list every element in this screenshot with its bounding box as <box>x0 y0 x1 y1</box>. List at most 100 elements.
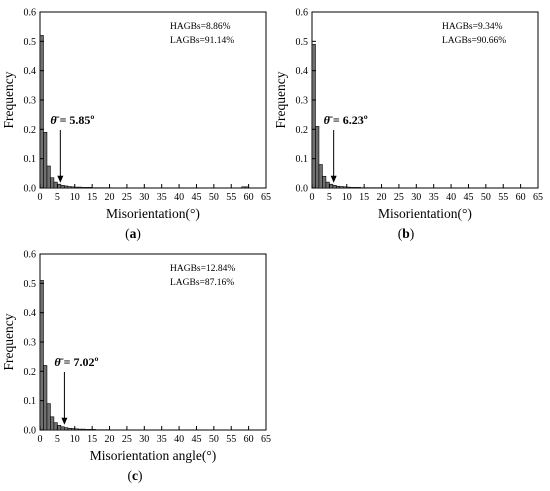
histogram-bar <box>43 131 48 189</box>
panel-label-open: ( <box>128 468 133 483</box>
histogram-bar <box>39 35 44 189</box>
y-tick-label: 0.1 <box>24 396 37 407</box>
y-tick-label: 0.2 <box>296 125 309 136</box>
mean-value: = 7.02º <box>61 355 99 369</box>
x-tick-label: 35 <box>157 192 167 203</box>
histogram-bar <box>60 426 65 431</box>
x-tick-label: 15 <box>359 192 369 203</box>
histogram-bar <box>322 175 327 189</box>
histogram-bar <box>346 186 351 189</box>
x-tick-label: 30 <box>139 192 149 203</box>
histogram-bar <box>318 164 323 189</box>
mean-symbol: θ̄ <box>54 355 63 369</box>
y-tick-label: 0.0 <box>24 184 37 195</box>
histogram-bar <box>88 187 93 189</box>
y-tick-label: 0.5 <box>24 37 37 48</box>
y-tick-label: 0.5 <box>296 37 309 48</box>
x-tick-label: 30 <box>411 192 421 203</box>
legend-hagbs: HAGBs=12.84% <box>170 264 235 274</box>
histogram-bar <box>39 280 44 431</box>
x-tick-label: 15 <box>87 434 97 445</box>
histogram-bar <box>84 429 89 431</box>
histogram-bar <box>67 186 72 189</box>
y-tick-label: 0.4 <box>296 66 309 77</box>
y-tick-label: 0.4 <box>24 66 37 77</box>
x-tick-label: 20 <box>105 192 115 203</box>
chart-panel-a: 0.0 0.1 0.2 0.3 0.4 0.5 0.6 0 5 10 15 20 25 30 35 40 45 5… <box>1 8 271 242</box>
histogram-bar <box>356 187 361 189</box>
histogram-bar <box>339 186 344 189</box>
histogram-bar <box>325 181 330 189</box>
histogram-bar <box>336 185 341 189</box>
x-tick-label: 5 <box>55 192 60 203</box>
histogram-bar <box>70 186 76 189</box>
x-tick-label: 15 <box>87 192 97 203</box>
y-tick-label: 0.6 <box>296 8 309 19</box>
panel-label-close: ) <box>138 468 143 483</box>
x-tick-label: 65 <box>261 192 271 203</box>
x-tick-label: 10 <box>70 434 80 445</box>
x-tick-label: 25 <box>122 434 132 445</box>
x-axis-title: Misorientation angle(°) <box>90 448 217 463</box>
histogram-bar <box>81 428 86 431</box>
histogram-bar <box>74 186 79 189</box>
x-tick-label: 45 <box>191 192 201 203</box>
x-tick-label: 0 <box>38 192 43 203</box>
histogram-bar <box>77 186 83 189</box>
x-tick-label: 65 <box>261 434 271 445</box>
y-tick-label: 0.3 <box>24 96 37 107</box>
histogram-bar <box>241 186 246 189</box>
x-tick-label: 40 <box>446 192 456 203</box>
y-tick-label: 0.6 <box>24 250 37 261</box>
histogram-bar <box>329 183 334 189</box>
histogram-bar <box>50 177 55 189</box>
x-tick-label: 5 <box>55 434 60 445</box>
histogram-bar <box>91 429 96 431</box>
mean-annotation: θ̄ = 7.02º <box>54 355 98 369</box>
y-tick-label: 0.1 <box>296 154 309 165</box>
panel-label-close: ) <box>136 226 141 241</box>
y-tick-label: 0.5 <box>24 279 37 290</box>
legend-hagbs: HAGBs=9.34% <box>442 22 503 32</box>
x-tick-label: 60 <box>244 192 254 203</box>
histogram-bar <box>46 403 51 431</box>
panel-label-letter: a <box>130 226 137 241</box>
legend-hagbs: HAGBs=8.86% <box>170 22 231 32</box>
chart-panel-c: 0.0 0.1 0.2 0.3 0.4 0.5 0.6 0 5 10 15 20 25 30 35 40 45 5… <box>1 250 271 484</box>
histogram-bar <box>315 126 320 189</box>
mean-symbol: θ̄ <box>324 113 333 127</box>
histogram-bar <box>349 187 355 189</box>
histogram-bar <box>50 416 55 431</box>
histogram-bar <box>64 427 69 431</box>
mean-arrow-head <box>57 175 64 183</box>
histogram-bar <box>57 425 62 431</box>
panel-label-letter: b <box>402 226 410 241</box>
panel-label-close: ) <box>410 226 415 241</box>
histogram-bar <box>53 181 58 189</box>
histogram-bar <box>43 365 48 431</box>
panel-label: (c) <box>128 468 143 483</box>
histogram-bar <box>64 185 69 189</box>
histogram-bar <box>57 183 62 189</box>
y-tick-label: 0.2 <box>24 367 37 378</box>
panel-label-open: ( <box>398 226 403 241</box>
y-tick-label: 0.0 <box>296 184 309 195</box>
y-tick-label: 0.2 <box>24 125 37 136</box>
x-tick-label: 40 <box>174 192 184 203</box>
x-tick-label: 20 <box>105 434 115 445</box>
histogram-bar <box>53 422 58 431</box>
x-tick-label: 0 <box>310 192 315 203</box>
x-tick-label: 55 <box>226 434 236 445</box>
x-tick-label: 50 <box>209 434 219 445</box>
x-tick-label: 50 <box>481 192 491 203</box>
x-axis-title: Misorientation(°) <box>106 206 200 221</box>
histogram-bar <box>244 186 249 189</box>
histogram-bar <box>88 429 93 431</box>
x-tick-label: 45 <box>191 434 201 445</box>
x-tick-label: 35 <box>157 434 167 445</box>
y-tick-label: 0.4 <box>24 308 37 319</box>
histogram-bar <box>77 428 83 431</box>
mean-annotation: θ̄ = 6.23º <box>324 113 368 127</box>
x-tick-label: 5 <box>327 192 332 203</box>
